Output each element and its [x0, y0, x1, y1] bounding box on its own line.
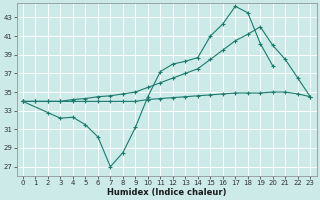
X-axis label: Humidex (Indice chaleur): Humidex (Indice chaleur)	[107, 188, 226, 197]
